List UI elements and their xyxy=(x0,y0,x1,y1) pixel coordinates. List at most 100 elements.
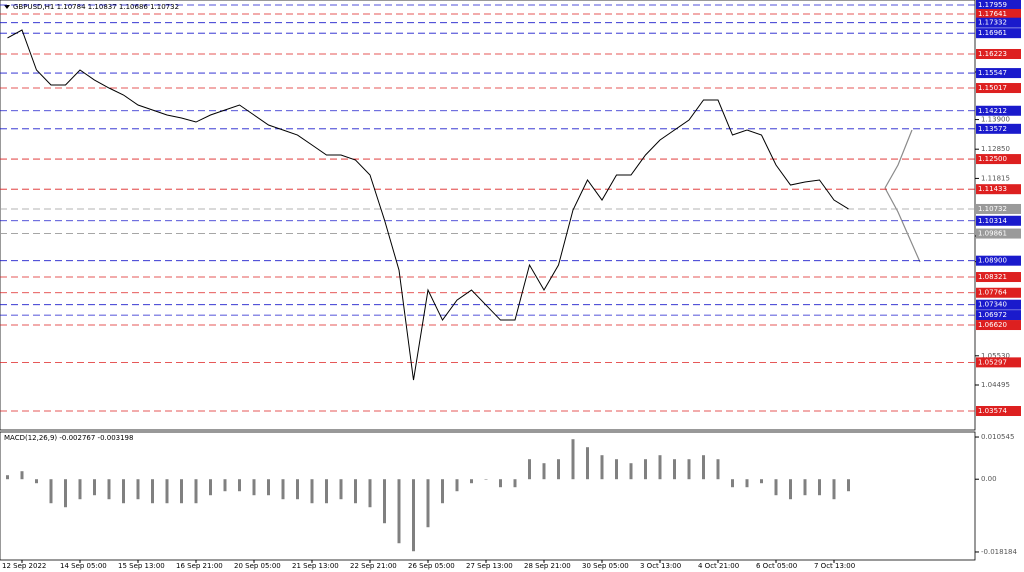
level-box xyxy=(976,17,1021,28)
macd-bar xyxy=(586,447,589,480)
level-label: 1.16961 xyxy=(978,29,1007,37)
x-tick-label: 30 Sep 05:00 xyxy=(582,562,629,570)
macd-bar xyxy=(165,479,169,504)
level-label: 1.15017 xyxy=(978,84,1007,92)
macd-bar xyxy=(557,459,560,480)
x-tick-label: 14 Sep 05:00 xyxy=(60,562,107,570)
level-box xyxy=(976,320,1021,331)
macd-bar xyxy=(20,471,24,480)
macd-bar xyxy=(223,479,227,492)
level-label: 1.16223 xyxy=(978,50,1007,58)
x-tick-label: 15 Sep 13:00 xyxy=(118,562,165,570)
macd-bar xyxy=(6,475,9,480)
level-box xyxy=(976,154,1021,165)
level-label: 1.08900 xyxy=(978,257,1007,265)
macd-bar xyxy=(571,439,575,480)
macd-bar xyxy=(354,479,357,504)
macd-bar xyxy=(296,479,299,500)
y-tick-label: 1.13900 xyxy=(981,116,1010,124)
macd-bar xyxy=(789,479,792,500)
level-box xyxy=(976,83,1021,94)
macd-bar xyxy=(35,479,38,484)
x-tick-label: 22 Sep 21:00 xyxy=(350,562,397,570)
macd-bar xyxy=(426,479,430,528)
x-tick-label: 3 Oct 13:00 xyxy=(640,562,681,570)
level-label: 1.06972 xyxy=(978,311,1007,319)
macd-bar xyxy=(484,479,488,480)
level-label: 1.13572 xyxy=(978,125,1007,133)
macd-bar xyxy=(267,479,270,496)
level-box xyxy=(976,310,1021,321)
level-box xyxy=(976,255,1021,266)
macd-bar xyxy=(49,479,53,504)
x-tick-label: 26 Sep 05:00 xyxy=(408,562,455,570)
level-box xyxy=(976,105,1021,116)
level-box xyxy=(976,68,1021,79)
level-box xyxy=(976,28,1021,39)
macd-bar xyxy=(528,459,531,480)
chart-title: GBPUSD,H1 1.10784 1.10837 1.10686 1.1073… xyxy=(13,3,179,11)
level-label: 1.17641 xyxy=(978,10,1007,18)
macd-bar xyxy=(93,479,96,496)
macd-bar xyxy=(818,479,821,496)
x-tick-label: 6 Oct 05:00 xyxy=(756,562,797,570)
level-label: 1.10314 xyxy=(978,217,1007,225)
macd-bar xyxy=(325,479,328,504)
macd-bar xyxy=(78,479,82,500)
level-box xyxy=(976,228,1021,239)
level-box xyxy=(976,8,1021,19)
macd-bar xyxy=(832,479,836,500)
macd-bar xyxy=(64,479,67,508)
level-label: 1.17959 xyxy=(978,1,1007,9)
macd-bar xyxy=(310,479,314,504)
macd-bar xyxy=(368,479,372,508)
macd-bar xyxy=(107,479,111,500)
macd-bar xyxy=(774,479,778,496)
y-tick-label: 0.010545 xyxy=(981,433,1014,441)
level-box xyxy=(976,299,1021,310)
level-box xyxy=(976,406,1021,417)
level-label: 1.07340 xyxy=(978,301,1007,309)
level-box xyxy=(976,48,1021,59)
level-label: 1.08321 xyxy=(978,273,1007,281)
macd-bar xyxy=(455,479,459,492)
x-tick-label: 20 Sep 05:00 xyxy=(234,562,281,570)
level-box xyxy=(976,272,1021,283)
level-label: 1.07764 xyxy=(978,289,1007,297)
macd-bar xyxy=(803,479,807,496)
macd-bar xyxy=(209,479,212,496)
level-label: 1.09861 xyxy=(978,230,1007,238)
macd-bar xyxy=(397,479,401,544)
macd-bar xyxy=(847,479,850,492)
macd-bar xyxy=(644,459,647,480)
level-box xyxy=(976,123,1021,134)
y-tick-label: 0.00 xyxy=(981,475,997,483)
macd-bar xyxy=(136,479,140,500)
macd-bar xyxy=(122,479,125,504)
menu-icon xyxy=(4,5,10,9)
macd-bar xyxy=(760,479,763,484)
y-tick-label: 1.05530 xyxy=(981,352,1010,360)
level-label: 1.10732 xyxy=(978,205,1007,213)
macd-bar xyxy=(412,479,415,552)
level-label: 1.11433 xyxy=(978,185,1007,193)
macd-bar xyxy=(281,479,285,500)
level-box xyxy=(976,203,1021,214)
macd-bar xyxy=(542,463,546,480)
macd-bar xyxy=(383,479,386,524)
macd-title: MACD(12,26,9) -0.002767 -0.003198 xyxy=(4,434,133,442)
level-label: 1.03574 xyxy=(978,407,1007,415)
macd-bar xyxy=(441,479,444,504)
y-tick-label: -0.018184 xyxy=(981,548,1017,556)
macd-bar xyxy=(702,455,705,480)
macd-bar xyxy=(629,463,633,480)
macd-panel xyxy=(0,431,976,561)
level-box xyxy=(976,287,1021,298)
level-box xyxy=(976,357,1021,368)
x-tick-label: 27 Sep 13:00 xyxy=(466,562,513,570)
y-tick-label: 1.11815 xyxy=(981,174,1010,182)
macd-bar xyxy=(180,479,183,504)
y-tick-label: 1.04495 xyxy=(981,381,1010,389)
level-box xyxy=(976,0,1021,10)
x-tick-label: 12 Sep 2022 xyxy=(2,562,46,570)
